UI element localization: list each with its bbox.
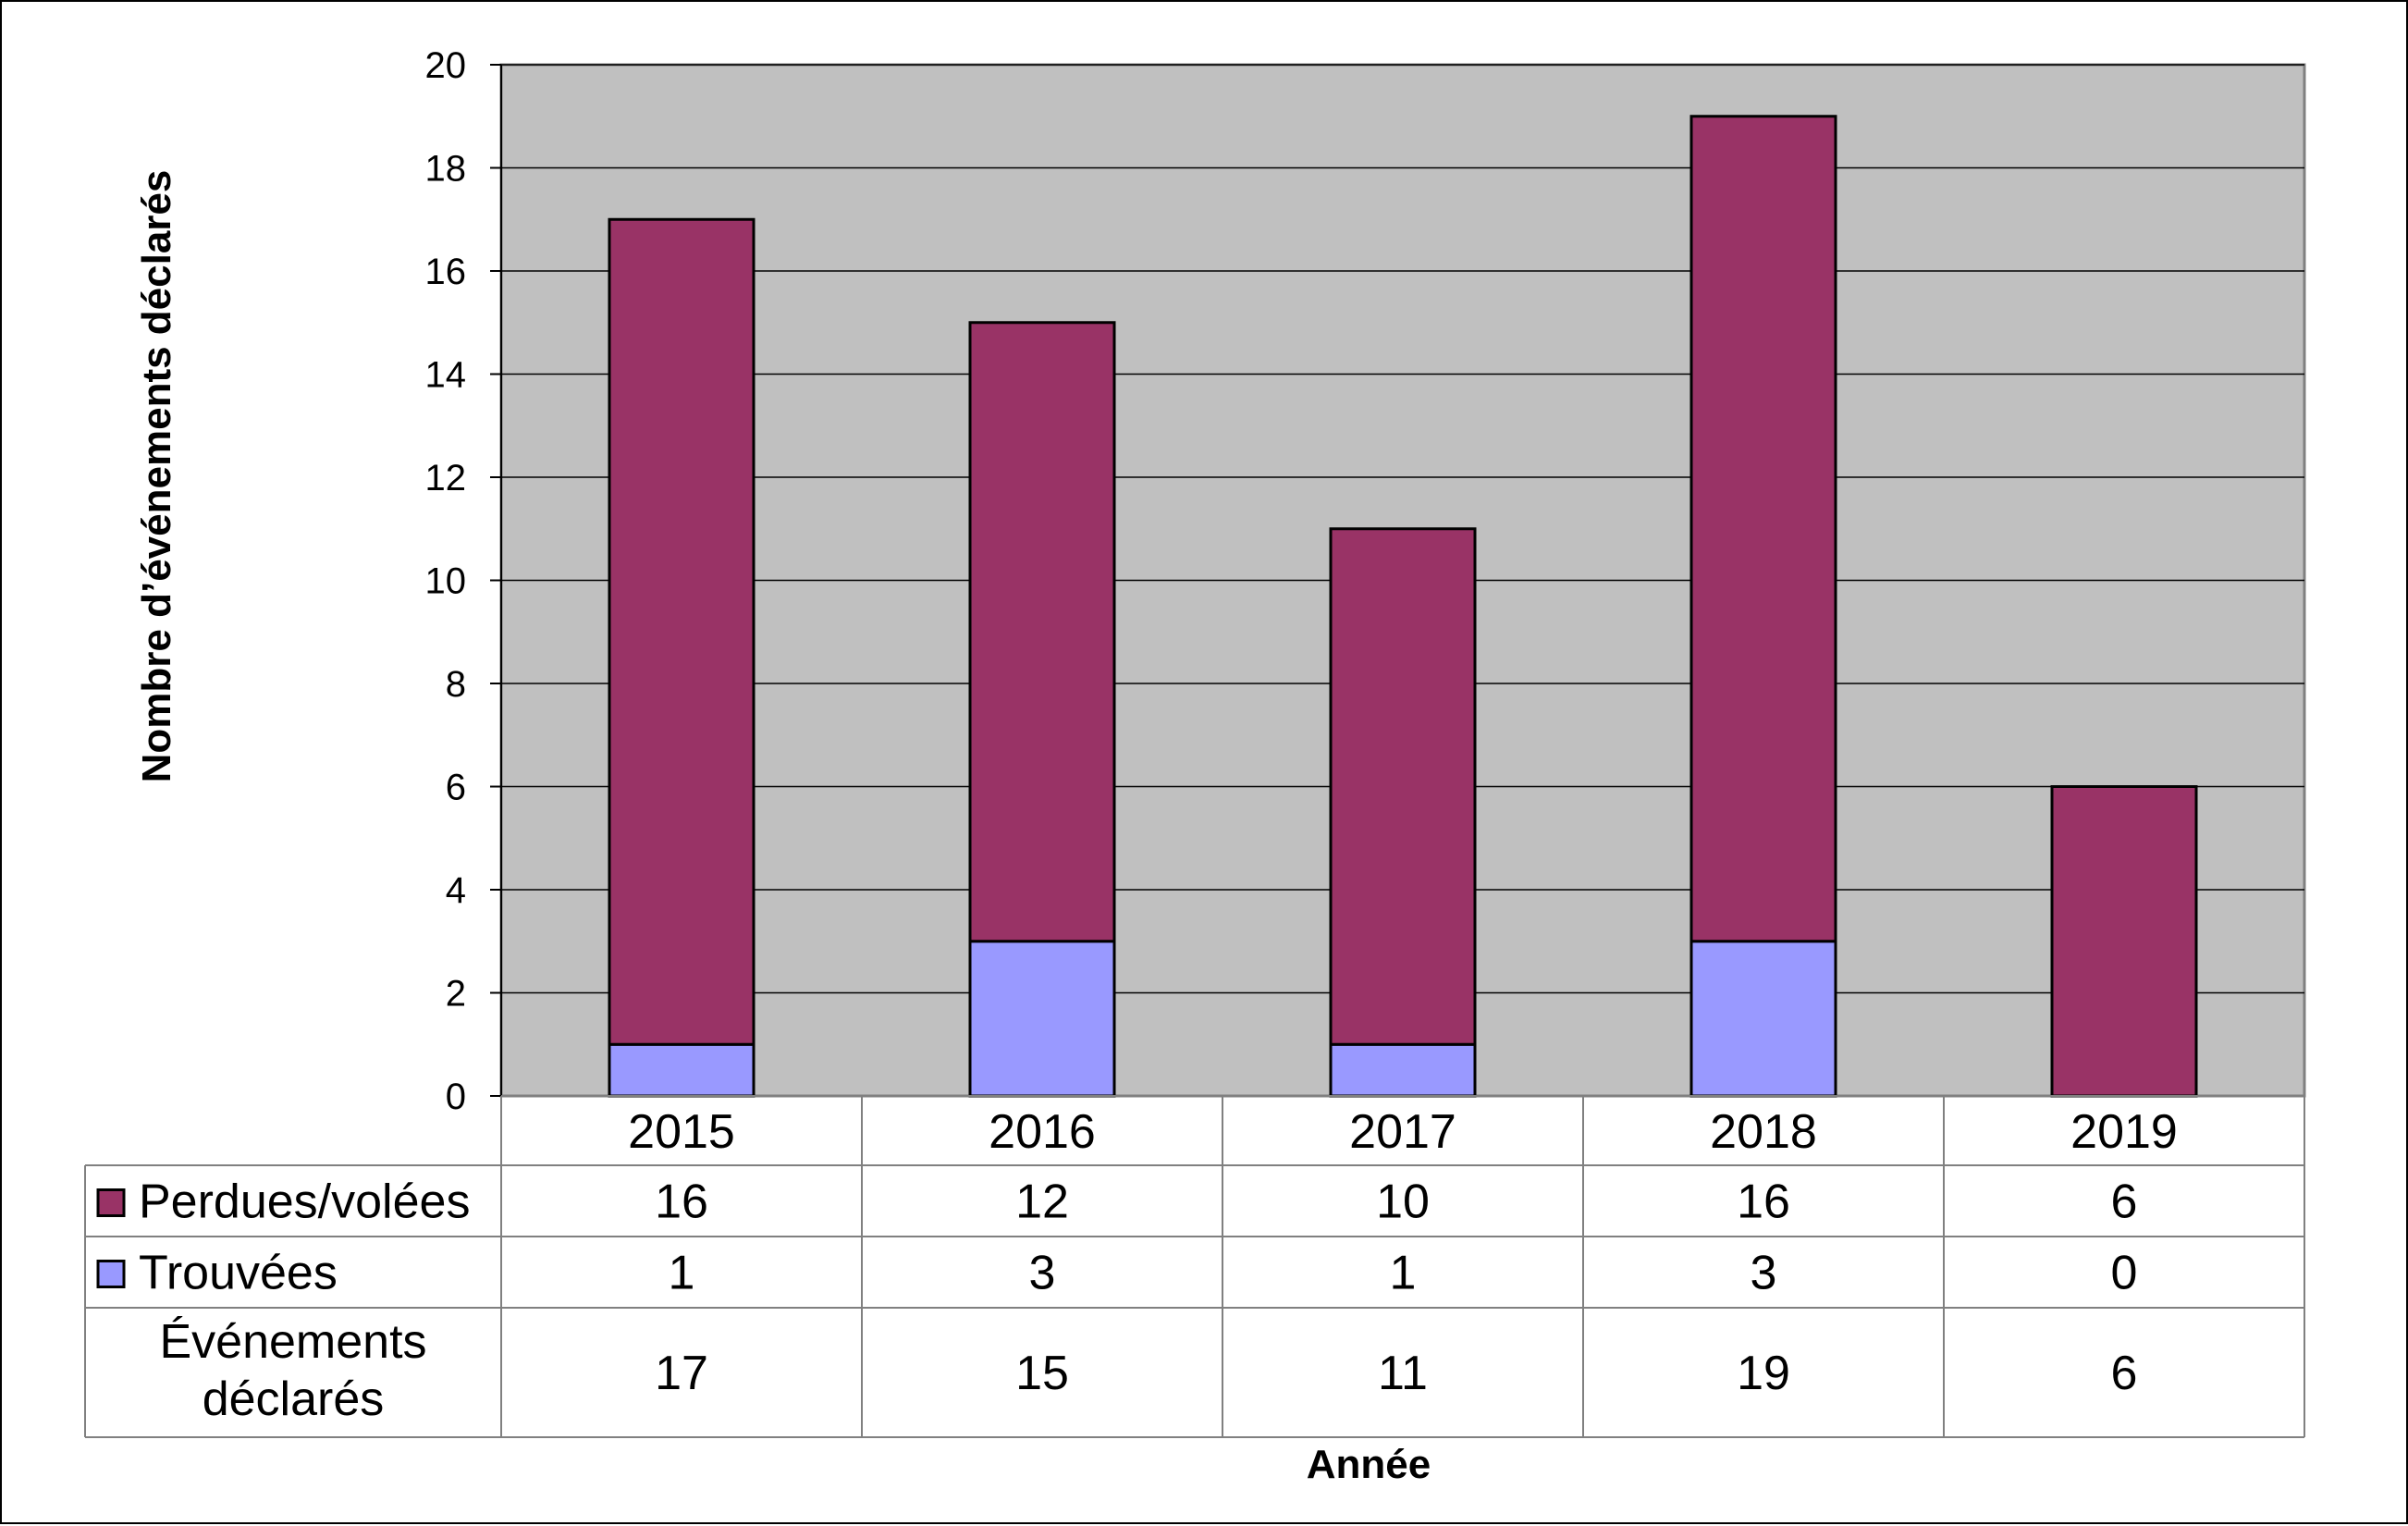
y-tick-label: 20 xyxy=(425,45,467,86)
data-label: 16 xyxy=(655,1175,708,1229)
y-tick-label: 16 xyxy=(425,252,467,292)
y-tick-label: 8 xyxy=(446,664,466,705)
y-tick-label: 4 xyxy=(446,870,466,911)
total-label: 11 xyxy=(1378,1347,1428,1400)
bar-segment-perdues-2016 xyxy=(968,321,1116,943)
y-tick-label: 12 xyxy=(425,458,467,498)
x-tick-label-2016: 2016 xyxy=(989,1105,1096,1159)
y-tick-label: 18 xyxy=(425,149,467,190)
y-axis: 0 2 4 6 8 10 12 14 16 18 20 xyxy=(425,45,502,1117)
x-tick-label-2019: 2019 xyxy=(2070,1105,2178,1159)
bar-segment-trouvees-2017 xyxy=(1329,1042,1477,1098)
y-tick-label: 10 xyxy=(425,561,467,602)
bar-segment-trouvees-2016 xyxy=(968,940,1116,1098)
legend-label-perdues: Perdues/volées xyxy=(139,1175,470,1229)
legend-label-trouvees: Trouvées xyxy=(139,1247,338,1300)
data-label: 10 xyxy=(1376,1175,1430,1229)
y-axis-title: Nombre d’événements déclarés xyxy=(134,170,179,783)
total-label: 15 xyxy=(1015,1347,1069,1400)
y-tick-label: 0 xyxy=(446,1077,466,1117)
bar-segment-trouvees-2018 xyxy=(1689,940,1837,1098)
legend-key-perdues xyxy=(96,1188,126,1217)
totals-row-label: Événements déclarés xyxy=(159,1315,426,1426)
x-tick-label-2015: 2015 xyxy=(628,1105,735,1159)
bar-segment-perdues-2017 xyxy=(1329,527,1477,1046)
bar-segment-perdues-2015 xyxy=(608,217,756,1046)
data-label: 12 xyxy=(1015,1175,1069,1229)
total-label: 19 xyxy=(1737,1347,1790,1400)
total-label: 17 xyxy=(655,1347,708,1400)
bars xyxy=(608,115,2198,1098)
x-tick-label-2017: 2017 xyxy=(1349,1105,1456,1159)
bar-segment-perdues-2019 xyxy=(2050,785,2198,1098)
y-tick-label: 6 xyxy=(446,768,466,808)
data-label: 16 xyxy=(1737,1175,1790,1229)
data-label: 0 xyxy=(2111,1247,2138,1300)
data-label: 3 xyxy=(1029,1247,1056,1300)
legend-key-trouvees xyxy=(96,1260,126,1288)
data-label: 6 xyxy=(2111,1175,2138,1229)
data-label: 1 xyxy=(1390,1247,1417,1300)
y-tick-label: 2 xyxy=(446,974,466,1015)
bar-segment-trouvees-2015 xyxy=(608,1042,756,1098)
data-label: 3 xyxy=(1751,1247,1777,1300)
y-tick-label: 14 xyxy=(425,355,467,396)
data-label: 1 xyxy=(669,1247,695,1300)
x-tick-label-2018: 2018 xyxy=(1710,1105,1817,1159)
x-axis-title: Année xyxy=(1307,1442,1431,1487)
bar-segment-perdues-2018 xyxy=(1689,115,1837,943)
total-label: 6 xyxy=(2111,1347,2138,1400)
